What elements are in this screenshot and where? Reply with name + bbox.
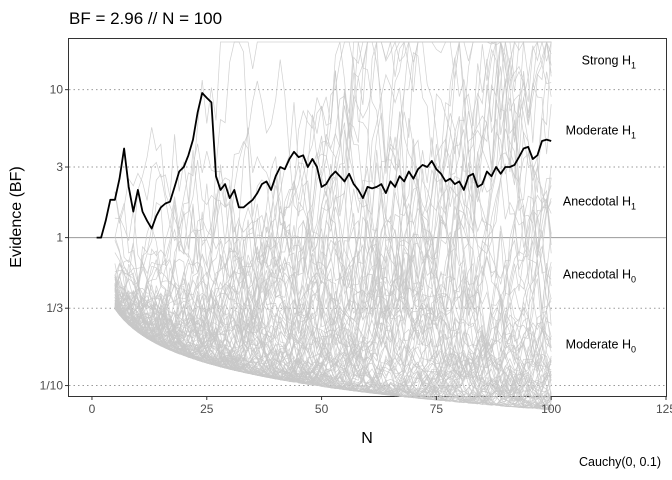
simulated-path <box>114 141 552 363</box>
simulated-path <box>114 162 552 397</box>
region-label: Moderate H1 <box>566 123 636 140</box>
simulated-path <box>114 41 552 368</box>
simulated-path <box>114 41 552 333</box>
simulated-path <box>114 195 552 398</box>
simulated-path <box>114 307 552 409</box>
evidence-region-labels: Strong H1 Moderate H1 Anecdotal H1 Anecdota… <box>563 53 636 354</box>
x-tick-label: 0 <box>89 402 96 416</box>
simulated-path <box>114 41 552 362</box>
observed-path-group <box>96 92 552 239</box>
simulated-path <box>114 151 552 360</box>
y-tick-label: 1 <box>56 231 63 245</box>
simulated-path <box>114 227 552 403</box>
region-label: Anecdotal H0 <box>563 267 636 284</box>
x-tick-label: 25 <box>200 402 214 416</box>
simulated-path <box>114 219 552 402</box>
y-tick-label: 3 <box>56 160 63 174</box>
y-tick-label: 10 <box>50 83 64 97</box>
y-axis-ticks: 1/10 1/3 1 3 10 <box>40 83 69 393</box>
y-tick-label: 1/10 <box>40 379 64 393</box>
x-tick-label: 100 <box>541 402 561 416</box>
simulated-path <box>114 228 552 411</box>
simulated-path <box>114 191 552 404</box>
x-axis-ticks: 0 25 50 75 100 125 <box>89 396 672 416</box>
simulated-path <box>114 308 552 406</box>
simulated-paths <box>114 40 552 411</box>
x-tick-label: 125 <box>656 402 672 416</box>
simulated-path <box>114 102 552 410</box>
y-tick-label: 1/3 <box>46 301 63 315</box>
simulated-path <box>114 41 552 314</box>
x-tick-label: 75 <box>430 402 444 416</box>
y-axis-title: Evidence (BF) <box>8 166 25 267</box>
region-label: Moderate H0 <box>566 337 636 354</box>
simulated-path <box>114 136 552 349</box>
simulated-path <box>114 215 552 406</box>
x-tick-label: 50 <box>315 402 329 416</box>
simulated-path <box>114 294 552 402</box>
x-axis-title: N <box>361 430 373 447</box>
simulated-path <box>114 41 552 374</box>
region-label: Strong H1 <box>582 53 636 70</box>
observed-path <box>96 92 552 239</box>
simulated-path <box>114 59 552 391</box>
region-label: Anecdotal H1 <box>563 195 636 212</box>
simulated-path <box>114 225 552 405</box>
simulated-path <box>114 41 552 381</box>
chart-caption: Cauchy(0, 0.1) <box>579 455 661 469</box>
chart-title: BF = 2.96 // N = 100 <box>69 9 222 28</box>
